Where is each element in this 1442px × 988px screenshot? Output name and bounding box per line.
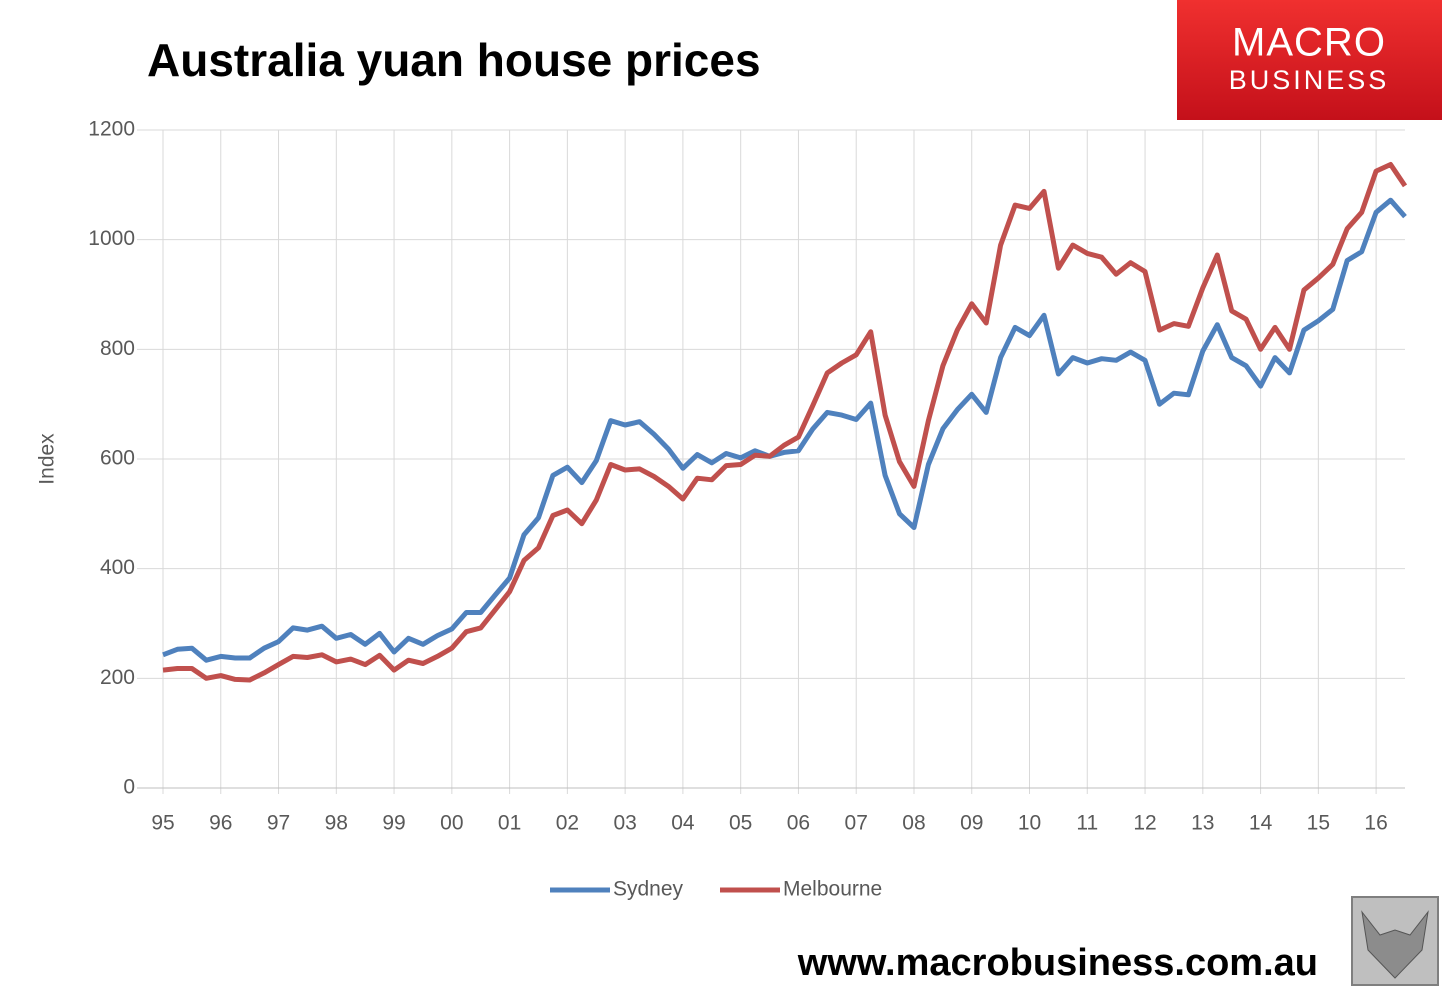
x-tick-label: 15 (1307, 812, 1330, 835)
logo-text: MACRO (1232, 21, 1386, 65)
x-tick-label: 09 (960, 812, 983, 835)
x-tick-label: 13 (1191, 812, 1214, 835)
x-tick-label: 98 (325, 812, 348, 835)
y-tick-label: 400 (100, 556, 135, 579)
y-tick-label: 600 (100, 447, 135, 470)
x-tick-label: 01 (498, 812, 521, 835)
x-tick-label: 96 (209, 812, 232, 835)
y-tick-label: 800 (100, 337, 135, 360)
x-tick-label: 95 (151, 812, 174, 835)
y-tick-label: 1000 (88, 227, 135, 250)
footer-url: www.macrobusiness.com.au (797, 942, 1318, 984)
y-tick-label: 200 (100, 666, 135, 689)
y-tick-label: 0 (123, 776, 135, 799)
x-tick-label: 03 (613, 812, 636, 835)
x-tick-label: 08 (902, 812, 925, 835)
logo-box (1177, 0, 1442, 120)
wolf-face (1361, 910, 1429, 979)
x-tick-label: 00 (440, 812, 463, 835)
x-tick-label: 06 (787, 812, 810, 835)
series-line (162, 197, 1407, 663)
legend-label: Sydney (613, 878, 684, 901)
x-tick-label: 16 (1364, 812, 1387, 835)
x-tick-label: 11 (1076, 812, 1098, 835)
y-tick-label: 1200 (88, 118, 135, 141)
x-tick-label: 97 (267, 812, 290, 835)
x-tick-label: 14 (1249, 812, 1273, 835)
series-line (162, 162, 1408, 683)
x-tick-label: 05 (729, 812, 752, 835)
x-tick-label: 07 (845, 812, 868, 835)
x-tick-label: 12 (1133, 812, 1156, 835)
chart-title: Australia yuan house prices (147, 34, 761, 86)
legend-label: Melbourne (783, 878, 882, 901)
x-tick-label: 04 (671, 812, 695, 835)
logo-text: BUSINESS (1229, 65, 1390, 95)
y-axis-label: Index (36, 433, 59, 485)
x-tick-label: 02 (556, 812, 579, 835)
x-tick-label: 99 (382, 812, 405, 835)
x-tick-label: 10 (1018, 812, 1041, 835)
